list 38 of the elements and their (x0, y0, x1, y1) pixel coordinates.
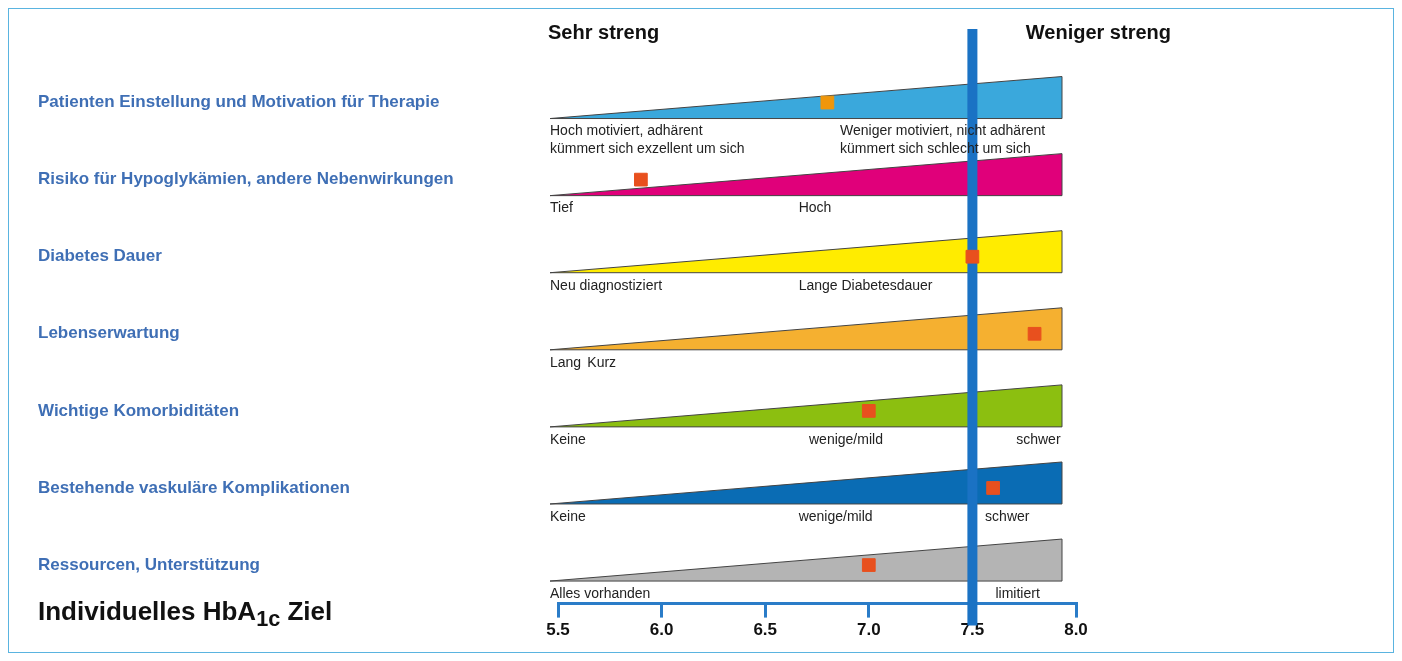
annotation: Kurz (587, 353, 617, 370)
annotation: Lange Diabetesdauer (798, 276, 933, 293)
point (986, 481, 1000, 495)
point (634, 172, 648, 187)
x-axis-title: Individuelles HbA$_{1c}$ Ziel (38, 595, 333, 632)
point (965, 249, 980, 264)
annotation: Keine (550, 507, 587, 524)
x-tick-label: 7.0 (856, 620, 881, 640)
annotation: Alles vorhanden (550, 584, 651, 601)
annotation: Keine (550, 430, 587, 447)
x-tick-label: 6.0 (649, 620, 674, 640)
annotation: Hoch (798, 199, 832, 216)
point (820, 95, 835, 110)
x-tick-label: 6.5 (753, 620, 778, 640)
x-tick-label: 7.5 (960, 620, 985, 640)
x-tick-label: 5.5 (546, 620, 570, 640)
x-tick-label: 8.0 (1064, 620, 1088, 640)
y-tick-label: Lebenserwartung (38, 323, 180, 343)
y-tick-label: Ressourcen, Unterstützung (38, 554, 260, 574)
y-tick-label: Bestehende vaskuläre Komplikationen (38, 477, 350, 497)
annotation: Weniger streng (1025, 20, 1171, 43)
y-tick-label: Wichtige Komorbiditäten (38, 400, 240, 420)
annotation: Neu diagnostiziert (550, 276, 663, 293)
annotation: wenige/mild (808, 430, 883, 447)
annotation: wenige/mild (797, 507, 873, 524)
annotation: Lang (550, 353, 582, 370)
point (1027, 326, 1042, 341)
annotation: schwer (1016, 430, 1061, 447)
y-tick-label: Diabetes Dauer (38, 246, 163, 266)
annotation: Sehr streng (548, 20, 660, 43)
y-tick-label: Risiko für Hypoglykämien, andere Nebenwirkungen (38, 169, 454, 189)
point (861, 404, 876, 418)
annotation: Tief (550, 199, 573, 216)
annotation: schwer (985, 507, 1030, 524)
annotation: Hoch motiviert, adhärent kümmert sich exzellent um sich (550, 122, 745, 157)
point (861, 558, 876, 572)
y-tick-label: Patienten Einstellung und Motivation für Therapie (38, 92, 440, 112)
annotation: limitiert (995, 584, 1040, 601)
